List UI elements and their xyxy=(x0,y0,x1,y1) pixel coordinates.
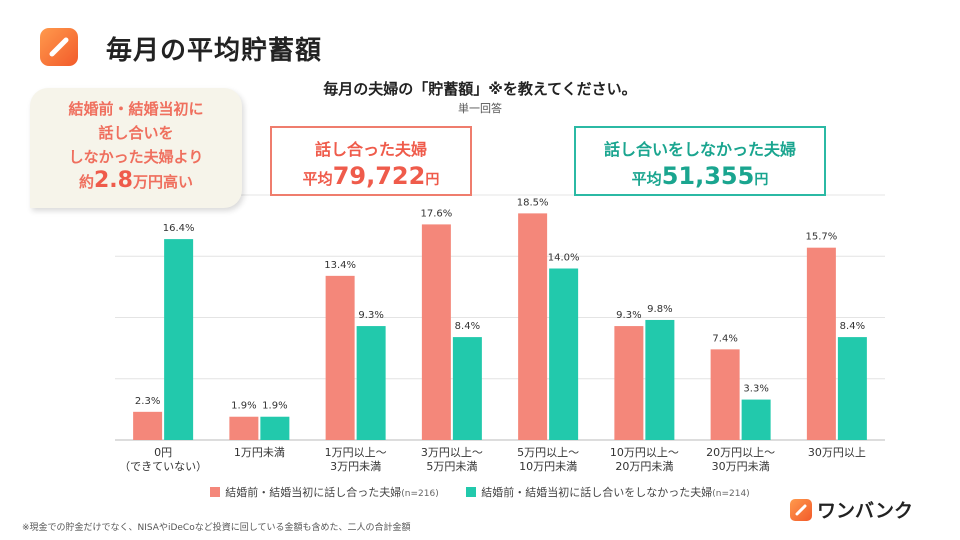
average-unit: 円 xyxy=(425,172,440,188)
data-label: 8.4% xyxy=(455,321,480,332)
x-tick-label: 5万円以上～ xyxy=(517,446,579,459)
callout-line-3: しなかった夫婦より xyxy=(68,148,204,166)
average-label: 平均 xyxy=(302,170,333,188)
callout-highlight: 約2.8万円高い xyxy=(30,169,242,194)
data-label: 9.3% xyxy=(358,310,383,321)
legend-swatch xyxy=(466,487,477,497)
bar xyxy=(164,239,194,440)
average-box-heading: 話し合いをしなかった夫婦 xyxy=(603,140,796,159)
x-tick-label: 10万円以上～ xyxy=(610,446,679,459)
bar xyxy=(133,411,163,440)
bar xyxy=(806,247,836,440)
x-tick-label: 20万円以上～ xyxy=(706,446,775,459)
data-label: 7.4% xyxy=(712,333,737,344)
x-tick-label: 0円 xyxy=(154,446,172,459)
bar xyxy=(260,416,290,440)
footnote: ※現金での貯金だけでなく、NISAやiDeCoなど投資に回している金額も含めた、… xyxy=(22,523,411,533)
data-label: 14.0% xyxy=(548,253,580,264)
data-label: 16.4% xyxy=(163,223,195,234)
x-tick-label: （できていない） xyxy=(119,460,207,473)
x-tick-label: 10万円未満 xyxy=(519,460,577,473)
data-label: 3.3% xyxy=(743,384,768,395)
average-unit: 円 xyxy=(754,172,769,188)
average-box-discussed: 話し合った夫婦 平均79,722円 xyxy=(270,126,472,196)
pencil-logo-icon xyxy=(790,498,812,521)
data-label: 1.9% xyxy=(231,401,256,412)
chart-title: 毎月の夫婦の「貯蓄額」※を教えてください。 xyxy=(323,80,637,98)
average-value: 79,722 xyxy=(332,162,426,190)
data-label: 15.7% xyxy=(805,232,837,243)
brand-name: ワンバンク xyxy=(817,500,913,522)
x-tick-label: 30万円未満 xyxy=(712,460,770,473)
data-label: 9.8% xyxy=(647,304,672,315)
bar xyxy=(837,337,867,440)
x-tick-label: 3万円未満 xyxy=(330,460,381,473)
average-box-heading: 話し合った夫婦 xyxy=(314,140,427,159)
callout-line-2: 話し合いを xyxy=(98,124,174,142)
x-tick-label: 1万円未満 xyxy=(234,446,285,459)
comparison-callout: 結婚前・結婚当初に 話し合いを しなかった夫婦より 約2.8万円高い xyxy=(30,88,242,208)
bar xyxy=(325,275,355,440)
bar xyxy=(741,399,771,440)
data-label: 13.4% xyxy=(324,260,356,271)
bar xyxy=(421,224,451,440)
x-tick-label: 30万円以上 xyxy=(808,446,866,459)
bar xyxy=(645,319,675,440)
data-label: 9.3% xyxy=(616,310,641,321)
legend-n: (n=216) xyxy=(401,489,439,499)
chart-subtitle: 単一回答 xyxy=(458,102,502,115)
legend-n: (n=214) xyxy=(712,489,750,499)
callout-suffix: 万円高い xyxy=(132,173,193,191)
data-label: 2.3% xyxy=(135,396,160,407)
pencil-icon xyxy=(49,37,69,57)
chart-legend: 結婚前・結婚当初に話し合った夫婦(n=216) 結婚前・結婚当初に話し合いをしな… xyxy=(0,484,960,500)
legend-label: 結婚前・結婚当初に話し合いをしなかった夫婦 xyxy=(481,486,713,499)
bar xyxy=(614,326,644,440)
x-tick-label: 1万円以上～ xyxy=(325,446,387,459)
bar xyxy=(229,416,259,440)
bar xyxy=(356,326,386,440)
bar xyxy=(549,268,579,440)
data-label: 8.4% xyxy=(840,321,865,332)
data-label: 18.5% xyxy=(517,197,549,208)
data-label: 17.6% xyxy=(420,208,452,219)
x-tick-label: 5万円未満 xyxy=(426,460,477,473)
legend-label: 結婚前・結婚当初に話し合った夫婦 xyxy=(225,486,402,499)
average-row: 平均51,355円 xyxy=(576,162,824,190)
bar xyxy=(518,213,548,440)
average-box-not-discussed: 話し合いをしなかった夫婦 平均51,355円 xyxy=(574,126,826,196)
callout-prefix: 約 xyxy=(78,173,94,191)
average-label: 平均 xyxy=(631,170,662,188)
brand-logo: ワンバンク xyxy=(790,496,913,523)
legend-item: 結婚前・結婚当初に話し合いをしなかった夫婦(n=214) xyxy=(466,486,750,499)
callout-line-1: 結婚前・結婚当初に xyxy=(68,100,204,118)
x-tick-label: 3万円以上～ xyxy=(421,446,483,459)
page-title: 毎月の平均貯蓄額 xyxy=(106,36,323,66)
app-logo-icon xyxy=(40,28,78,66)
x-tick-label: 20万円未満 xyxy=(615,460,673,473)
average-row: 平均79,722円 xyxy=(272,162,470,190)
bar xyxy=(452,337,482,440)
data-label: 1.9% xyxy=(262,401,287,412)
bar xyxy=(710,349,740,440)
legend-swatch xyxy=(210,487,221,497)
callout-amount: 2.8 xyxy=(94,168,133,193)
average-value: 51,355 xyxy=(661,162,755,190)
legend-item: 結婚前・結婚当初に話し合った夫婦(n=216) xyxy=(210,486,442,499)
